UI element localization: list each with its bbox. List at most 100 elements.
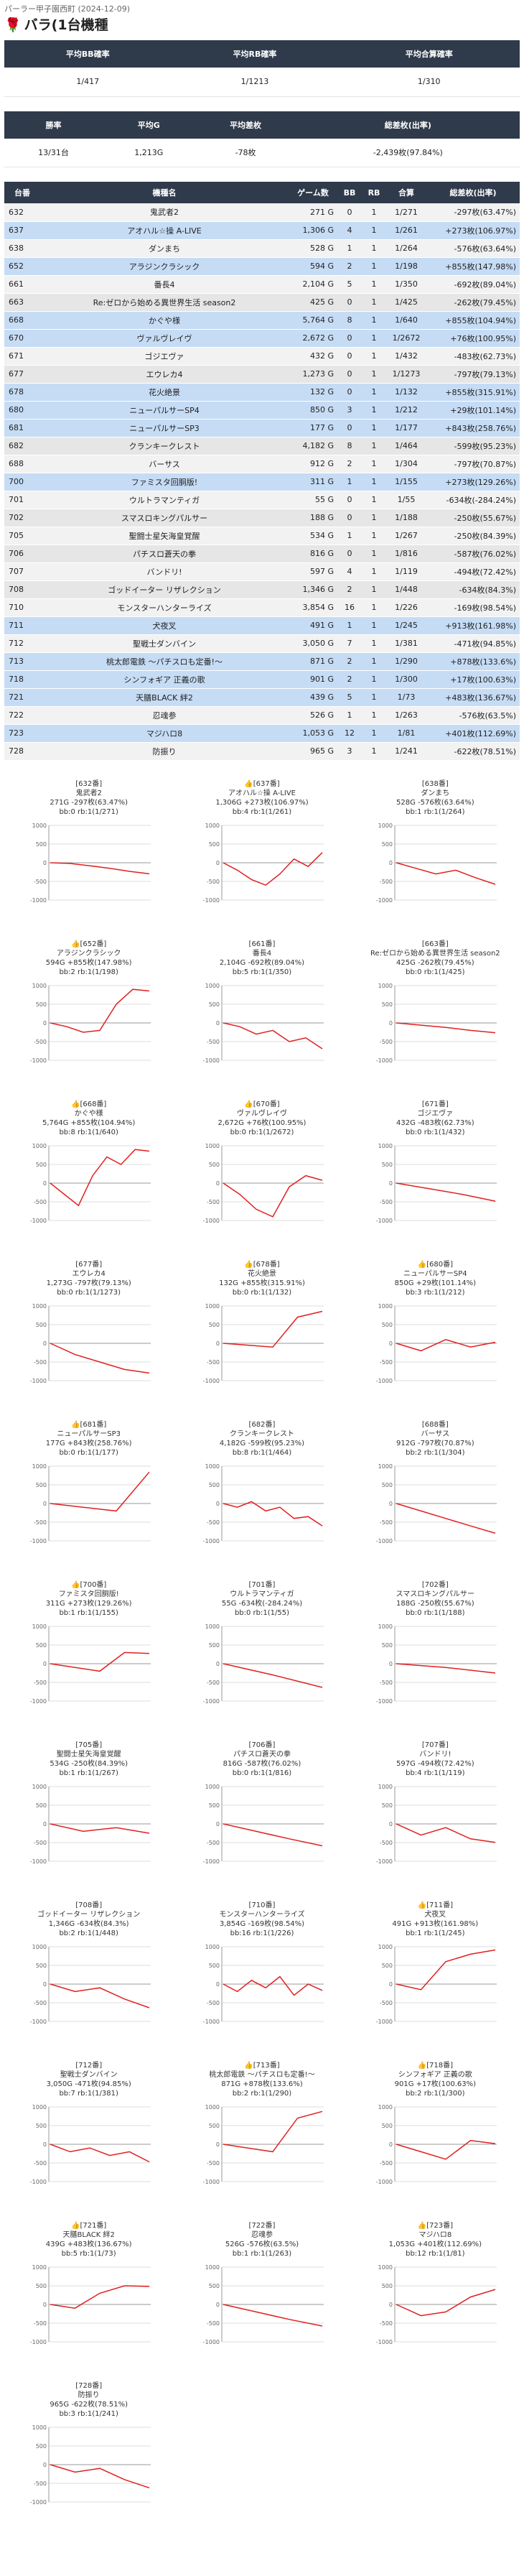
graph-card[interactable]: [702番] スマスロキングパルサー 188G -250枚(55.67%) bb:0 …: [351, 1576, 520, 1731]
machine-name[interactable]: 鬼武者2: [40, 203, 289, 222]
graph-card[interactable]: [706番] パチスロ蒼天の拳 816G -587枚(76.02%) bb:0 rb:…: [177, 1736, 346, 1891]
y-tick-label: 1000: [32, 983, 46, 989]
col-header[interactable]: RB: [362, 182, 386, 203]
col-header[interactable]: 合算: [386, 182, 426, 203]
machine-name[interactable]: パチスロ蒼天の拳: [40, 545, 289, 563]
graph-card[interactable]: [710番] モンスターハンターライズ 3,854G -169枚(98.54%) bb…: [177, 1896, 346, 2051]
machine-name[interactable]: 番長4: [40, 275, 289, 294]
total-diff: +17枚(100.63%): [426, 670, 520, 689]
graph-card[interactable]: 👍[678番] 花火絶景 132G +855枚(315.91%) bb:0 rb:1(…: [177, 1256, 346, 1410]
graph-card[interactable]: [688番] バーサス 912G -797枚(70.87%) bb:2 rb:1(1/…: [351, 1416, 520, 1570]
machine-name[interactable]: 天膳BLACK 絆2: [40, 688, 289, 707]
graph-card[interactable]: [707番] バンドリ! 597G -494枚(72.42%) bb:4 rb:1(1…: [351, 1736, 520, 1891]
combined-prob: 1/271: [386, 203, 426, 222]
graph-card[interactable]: 👍[652番] アラジンクラシック 594G +855枚(147.98%) bb:2 …: [4, 935, 173, 1090]
diff-series-line: [396, 1021, 496, 1033]
machine-name[interactable]: アラジンクラシック: [40, 257, 289, 276]
machine-name[interactable]: シンフォギア 正義の歌: [40, 670, 289, 689]
card-bb: bb:1 rb:1(1/267): [59, 1769, 118, 1777]
card-name: 番長4: [252, 949, 272, 958]
machine-name[interactable]: エウレカ4: [40, 365, 289, 384]
table-row: 663 Re:ゼロから始める異世界生活 season2 425 G 0 1 1/425 -2…: [4, 293, 520, 312]
col-header[interactable]: 台番: [4, 182, 40, 203]
graph-card[interactable]: [632番] 鬼武者2 271G -297枚(63.47%) bb:0 rb:1(1/…: [4, 775, 173, 930]
graph-card[interactable]: [671番] ゴジエヴァ 432G -483枚(62.73%) bb:0 rb:1(1…: [351, 1095, 520, 1250]
col-header[interactable]: BB: [337, 182, 362, 203]
y-tick-label: -1000: [203, 2179, 220, 2185]
graph-card[interactable]: [677番] エウレカ4 1,273G -797枚(79.13%) bb:0 rb:1…: [4, 1256, 173, 1410]
graph-card[interactable]: [638番] ダンまち 528G -576枚(63.64%) bb:1 rb:1(1/…: [351, 775, 520, 930]
y-tick-label: -500: [34, 2480, 47, 2487]
graph-card[interactable]: [661番] 番長4 2,104G -692枚(89.04%) bb:5 rb:1(1…: [177, 935, 346, 1090]
machine-name[interactable]: アオハル☆操 A-LIVE: [40, 221, 289, 240]
graph-card[interactable]: [728番] 防振り 965G -622枚(78.51%) bb:3 rb:1(1/2…: [4, 2377, 173, 2531]
combined-prob: 1/267: [386, 527, 426, 545]
machine-name[interactable]: ヴァルヴレイヴ: [40, 329, 289, 348]
machine-name[interactable]: ゴジエヴァ: [40, 347, 289, 366]
graph-card[interactable]: 👍[680番] ニューパルサーSP4 850G +29枚(101.14%) bb:3 …: [351, 1256, 520, 1410]
y-tick-label: -500: [207, 2000, 220, 2006]
card-bb: bb:0 rb:1(1/432): [406, 1128, 465, 1136]
table-row: 638 ダンまち 528 G 1 1 1/264 -576枚(63.64%): [4, 239, 520, 258]
machine-name[interactable]: バーサス: [40, 455, 289, 473]
game-count: 4,182 G: [289, 437, 337, 455]
card-number: [661番]: [248, 940, 276, 948]
machine-name[interactable]: スマスロキングパルサー: [40, 509, 289, 527]
bb-count: 0: [337, 365, 362, 384]
machine-name[interactable]: ニューパルサーSP3: [40, 419, 289, 437]
machine-name[interactable]: ゴッドイーター リザレクション: [40, 580, 289, 599]
card-bb: bb:4 rb:1(1/261): [232, 807, 292, 816]
graph-card[interactable]: [708番] ゴッドイーター リザレクション 1,346G -634枚(84.3%)…: [4, 1896, 173, 2051]
graph-card[interactable]: 👍[668番] かぐや様 5,764G +855枚(104.94%) bb:8 rb:…: [4, 1095, 173, 1250]
card-header: [702番]: [351, 1580, 520, 1590]
graph-card[interactable]: 👍[713番] 桃太郎電鉄 〜パチスロも定番!〜 871G +878枚(133.6%…: [177, 2057, 346, 2211]
graph-card[interactable]: [701番] ウルトラマンティガ 55G -634枚(-284.24%) bb:0 r…: [177, 1576, 346, 1731]
machine-name[interactable]: ダンまち: [40, 239, 289, 258]
machine-name[interactable]: ニューパルサーSP4: [40, 401, 289, 420]
card-number: [680番]: [426, 1260, 453, 1269]
card-name: パチスロ蒼天の拳: [233, 1750, 291, 1759]
machine-name[interactable]: 聖闘士星矢海皇覚醒: [40, 527, 289, 545]
y-tick-label: -500: [34, 1519, 47, 1526]
machine-name[interactable]: ファミスタ回胴版!: [40, 473, 289, 491]
machine-name[interactable]: 犬夜叉: [40, 616, 289, 635]
graph-card[interactable]: 👍[700番] ファミスタ回胴版! 311G +273枚(129.26%) bb:1 …: [4, 1576, 173, 1731]
graph-card[interactable]: 👍[721番] 天膳BLACK 絆2 439G +483枚(136.67%) bb:5…: [4, 2217, 173, 2371]
y-tick-label: 500: [35, 1482, 46, 1488]
col-header[interactable]: 総差枚(出率): [426, 182, 520, 203]
col-header[interactable]: 機種名: [40, 182, 289, 203]
bb-count: 1: [337, 527, 362, 545]
machine-name[interactable]: 忍魂参: [40, 706, 289, 725]
machine-name[interactable]: ウルトラマンティガ: [40, 491, 289, 509]
machine-name[interactable]: バンドリ!: [40, 562, 289, 581]
y-tick-label: 0: [389, 2302, 393, 2308]
graph-card[interactable]: [722番] 忍魂参 526G -576枚(63.5%) bb:1 rb:1(1/26…: [177, 2217, 346, 2371]
table-row: 681 ニューパルサーSP3 177 G 0 1 1/177 +843枚(258.76%): [4, 419, 520, 437]
machine-name[interactable]: 花火絶景: [40, 383, 289, 402]
graph-card[interactable]: 👍[670番] ヴァルヴレイヴ 2,672G +76枚(100.95%) bb:0 r…: [177, 1095, 346, 1250]
graph-card[interactable]: [705番] 聖闘士星矢海皇覚醒 534G -250枚(84.39%) bb:1 rb…: [4, 1736, 173, 1891]
machine-name[interactable]: モンスターハンターライズ: [40, 598, 289, 617]
machine-name[interactable]: 桃太郎電鉄 〜パチスロも定番!〜: [40, 652, 289, 671]
card-number: [711番]: [426, 1901, 453, 1909]
machine-name[interactable]: Re:ゼロから始める異世界生活 season2: [40, 293, 289, 312]
col-header[interactable]: ゲーム数: [289, 182, 337, 203]
graph-card[interactable]: [712番] 聖戦士ダンバイン 3,050G -471枚(94.85%) bb:7 r…: [4, 2057, 173, 2211]
card-number: [670番]: [253, 1100, 280, 1108]
card-stats: 597G -494枚(72.42%): [396, 1759, 474, 1768]
graph-card[interactable]: 👍[723番] マジハロ8 1,053G +401枚(112.69%) bb:12 r…: [351, 2217, 520, 2371]
graph-card[interactable]: [663番] Re:ゼロから始める異世界生活 season2 425G -262枚(…: [351, 935, 520, 1090]
graph-card[interactable]: 👍[711番] 犬夜叉 491G +913枚(161.98%) bb:1 rb:1(1…: [351, 1896, 520, 2051]
machine-name[interactable]: クランキークレスト: [40, 437, 289, 455]
graph-card[interactable]: [682番] クランキークレスト 4,182G -599枚(95.23%) bb:8 …: [177, 1416, 346, 1570]
machine-name[interactable]: 防振り: [40, 742, 289, 761]
y-tick-label: 1000: [205, 1303, 220, 1310]
graph-card[interactable]: 👍[637番] アオハル☆操 A-LIVE 1,306G +273枚(106.97%…: [177, 775, 346, 930]
diff-line-chart: 1000 500 0 -500 -1000: [29, 2424, 151, 2506]
machine-name[interactable]: かぐや様: [40, 311, 289, 330]
card-bb: bb:0 rb:1(1/2672): [230, 1128, 294, 1136]
machine-name[interactable]: マジハロ8: [40, 724, 289, 743]
graph-card[interactable]: 👍[718番] シンフォギア 正義の歌 901G +17枚(100.63%) bb:2…: [351, 2057, 520, 2211]
machine-name[interactable]: 聖戦士ダンバイン: [40, 634, 289, 653]
graph-card[interactable]: 👍[681番] ニューパルサーSP3 177G +843枚(258.76%) bb:0…: [4, 1416, 173, 1570]
